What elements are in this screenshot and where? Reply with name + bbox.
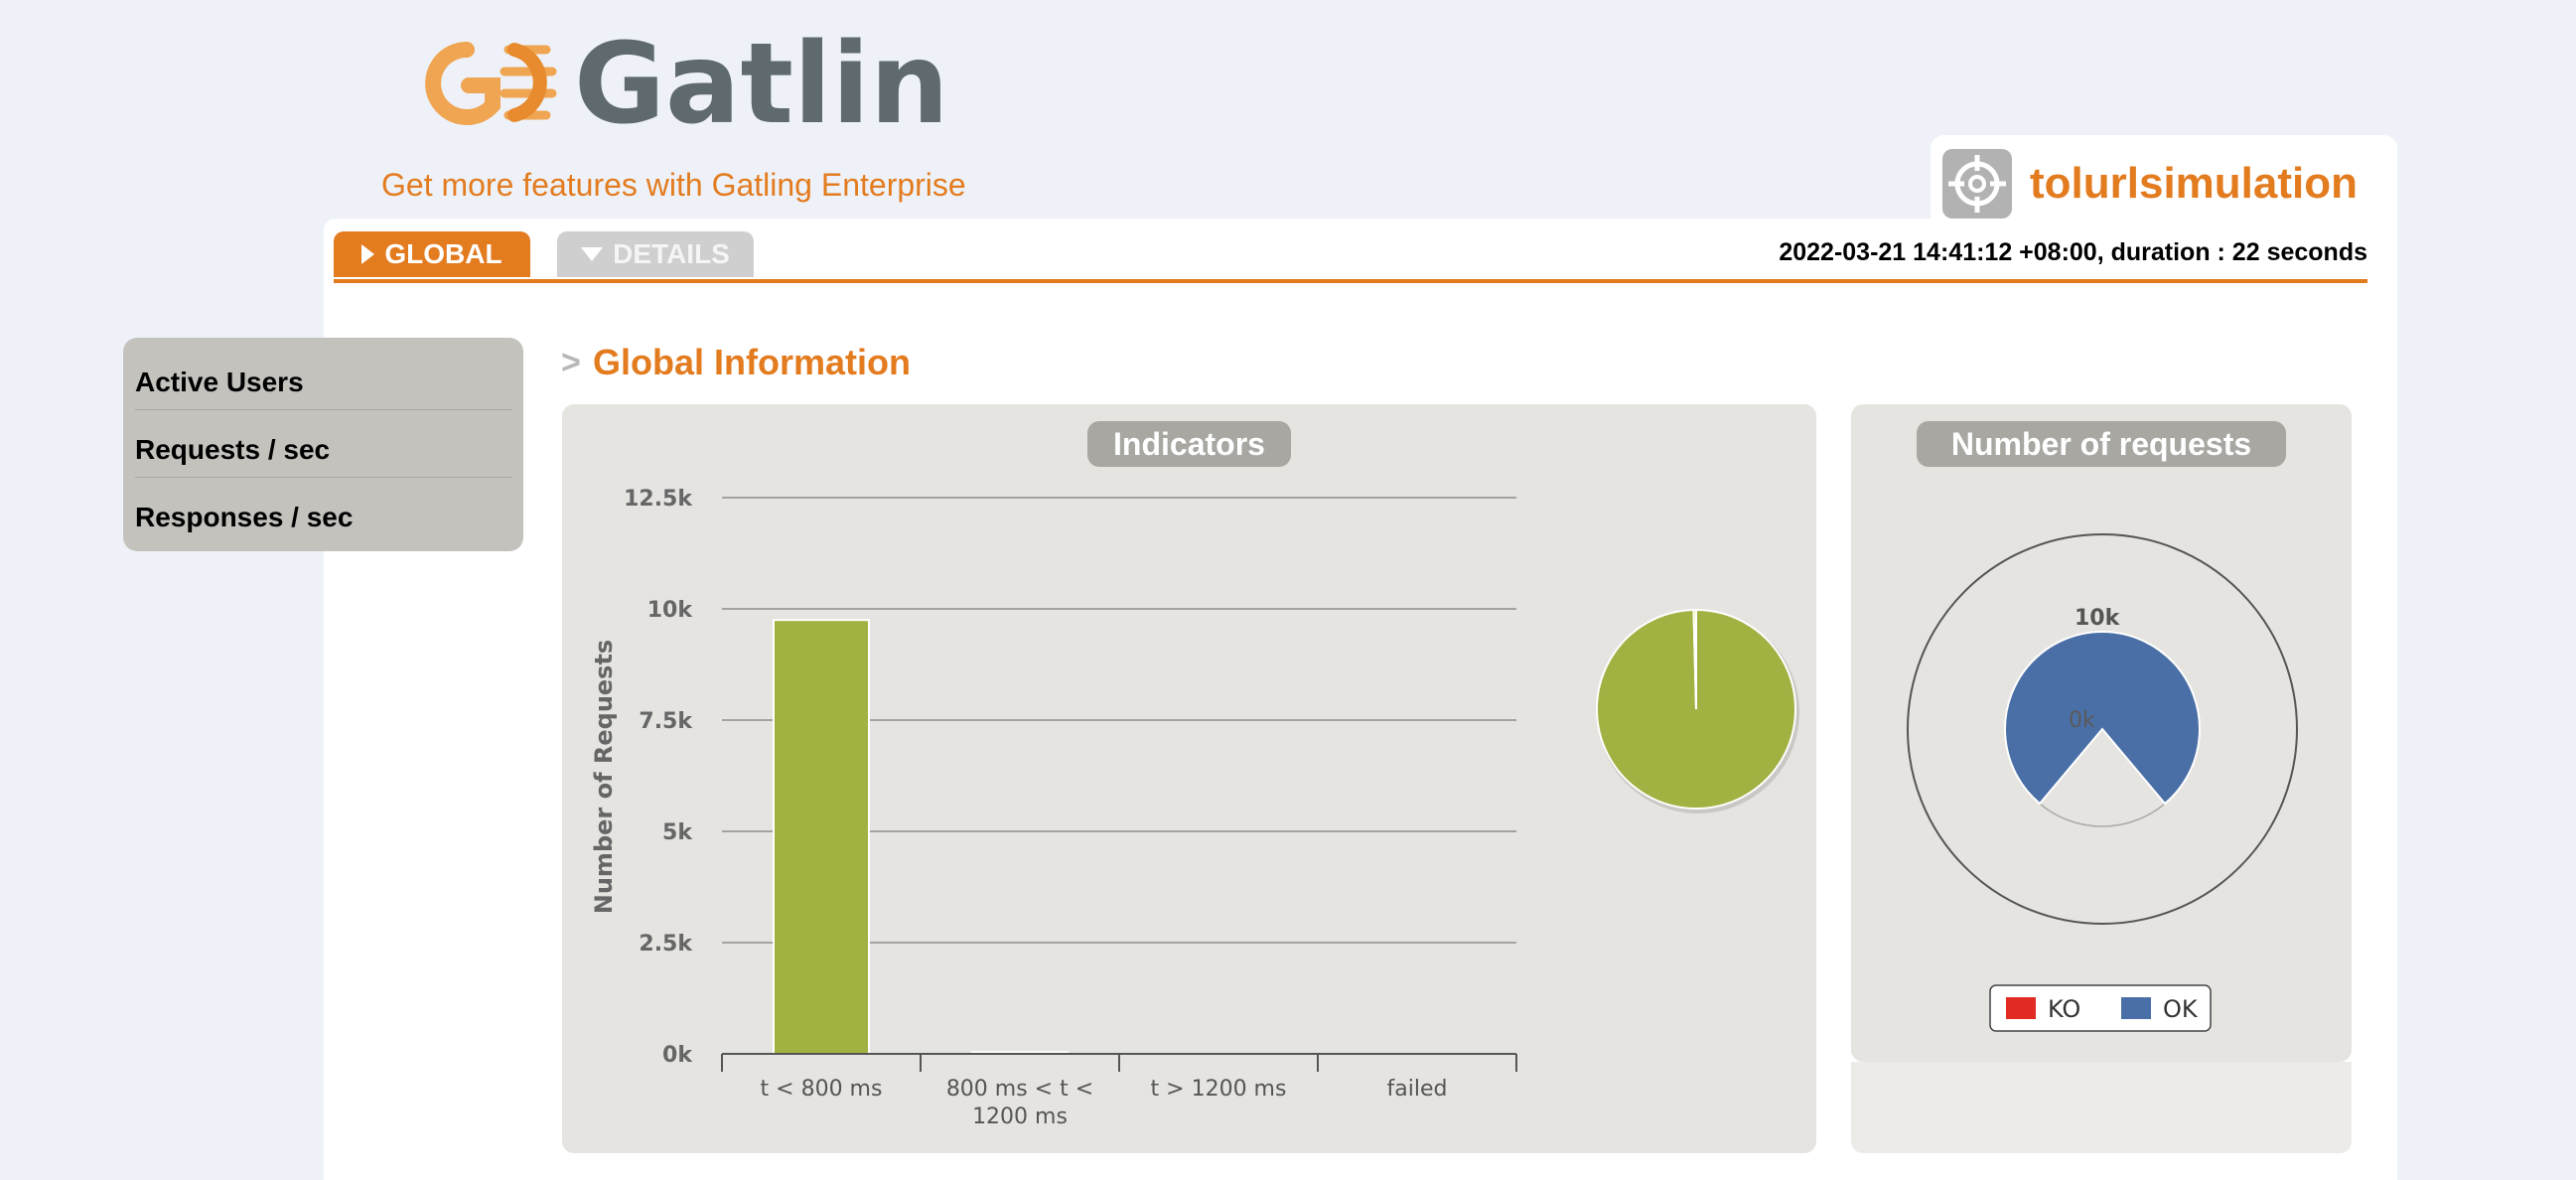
svg-text:Gatling: Gatling: [574, 28, 953, 137]
sidebar-menu: Active Users Requests / sec Responses / …: [123, 338, 523, 551]
requests-title: Number of requests: [1917, 421, 2286, 467]
y-tick-label: 2.5k: [639, 932, 693, 957]
y-axis-label: Number of Requests: [590, 640, 618, 914]
tab-details[interactable]: DETAILS: [557, 231, 754, 277]
run-info: 2022-03-21 14:41:12 +08:00, duration : 2…: [1779, 238, 2367, 266]
y-tick-label: 0k: [662, 1043, 693, 1068]
x-tick-label: failed: [1387, 1077, 1448, 1102]
tab-divider: [334, 279, 2367, 283]
pane-outer-ring: [1907, 533, 2298, 925]
tab-details-label: DETAILS: [613, 238, 730, 269]
sidebar-item-responses-per-sec[interactable]: Responses / sec: [135, 502, 354, 532]
indicators-panel: Indicators 0k 2.5k 5k 7.5k 10k 12.5k t < 800 m…: [562, 404, 1816, 1153]
simulation-name: tolurlsimulation: [2030, 159, 2358, 208]
sidebar-item-active-users[interactable]: Active Users: [135, 367, 304, 397]
indicators-chart: 0k 2.5k 5k 7.5k 10k 12.5k t < 800 ms 800 ms < t…: [590, 487, 1799, 1129]
section-title: Global Information: [593, 342, 911, 382]
requests-panel-footer: [1851, 1062, 2352, 1153]
x-tick-label: 800 ms < t <1200 ms: [946, 1077, 1093, 1129]
sidebar-divider: [135, 477, 512, 478]
legend-label[interactable]: KO: [2048, 995, 2080, 1023]
indicators-title: Indicators: [1087, 421, 1291, 467]
y-tick-label: 12.5k: [624, 487, 693, 512]
scale-label: 10k: [2075, 606, 2121, 631]
requests-chart: 10k 0k KO OK: [1907, 533, 2298, 1032]
legend-swatch: [2006, 997, 2036, 1019]
sidebar-item-requests-per-sec[interactable]: Requests / sec: [135, 434, 331, 465]
requests-panel: Number of requests 10k 0k KO OK: [1851, 404, 2352, 1062]
gatling-logo: Gatling: [425, 28, 953, 137]
target-icon: [1942, 149, 2012, 219]
legend-label[interactable]: OK: [2163, 995, 2199, 1023]
triangle-down-icon: [581, 247, 604, 261]
bar[interactable]: [773, 619, 870, 1055]
enterprise-promo-link[interactable]: Get more features with Gatling Enterpris…: [381, 167, 966, 203]
scale-label: 0k: [2069, 708, 2095, 733]
pie-slice[interactable]: [1692, 608, 1697, 710]
tab-global[interactable]: GLOBAL: [334, 231, 530, 277]
x-tick-label: t < 800 ms: [761, 1077, 883, 1102]
section-arrow: >: [561, 344, 581, 381]
x-tick-label: t > 1200 ms: [1151, 1077, 1287, 1102]
y-tick-label: 7.5k: [639, 709, 693, 734]
legend-box: [1989, 984, 2212, 1032]
y-tick-label: 10k: [647, 598, 694, 623]
sidebar-divider: [135, 409, 512, 410]
legend-swatch: [2121, 997, 2151, 1019]
triangle-right-icon: [361, 244, 375, 264]
y-tick-label: 5k: [662, 820, 693, 845]
tab-global-label: GLOBAL: [384, 238, 502, 269]
ok-sector[interactable]: [2004, 631, 2201, 806]
